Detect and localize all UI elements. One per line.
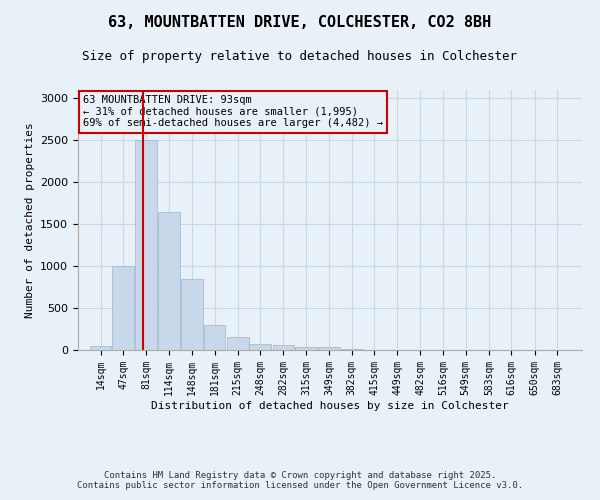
Bar (272, 346, 295, 350)
Bar (295, 346, 317, 350)
Bar (227, 336, 248, 350)
Bar (136, 140, 157, 350)
Bar (112, 266, 134, 350)
Bar (341, 349, 362, 350)
Bar (318, 348, 340, 350)
Text: 63, MOUNTBATTEN DRIVE, COLCHESTER, CO2 8BH: 63, MOUNTBATTEN DRIVE, COLCHESTER, CO2 8… (109, 15, 491, 30)
Text: Size of property relative to detached houses in Colchester: Size of property relative to detached ho… (83, 50, 517, 63)
Bar (203, 325, 226, 350)
Bar (89, 346, 112, 350)
Text: Contains HM Land Registry data © Crown copyright and database right 2025.
Contai: Contains HM Land Registry data © Crown c… (77, 470, 523, 490)
Text: 63 MOUNTBATTEN DRIVE: 93sqm
← 31% of detached houses are smaller (1,995)
69% of : 63 MOUNTBATTEN DRIVE: 93sqm ← 31% of det… (83, 95, 383, 128)
Bar (250, 344, 271, 350)
Bar (181, 278, 203, 350)
X-axis label: Distribution of detached houses by size in Colchester: Distribution of detached houses by size … (151, 400, 509, 410)
Bar (158, 212, 180, 350)
Y-axis label: Number of detached properties: Number of detached properties (25, 122, 35, 318)
